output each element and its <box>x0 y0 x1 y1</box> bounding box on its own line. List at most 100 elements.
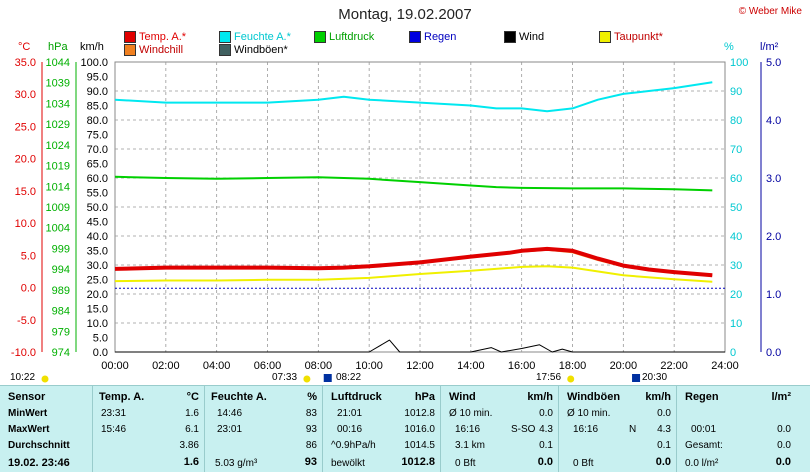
x-tick-label: 20:00 <box>610 360 638 372</box>
humidity-tick-label: 80 <box>730 115 742 127</box>
series-line-temp-a <box>114 246 713 278</box>
humidity-header: Feuchte A. <box>211 391 267 403</box>
wind-tick-label: 30.0 <box>87 260 108 272</box>
gusts-max-direction: N <box>629 424 637 435</box>
sensor-row-min: MinWert <box>8 408 48 419</box>
humidity-unit-label: % <box>724 41 734 53</box>
gusts-max-value: 4.3 <box>657 424 671 435</box>
temp-current-value: 1.6 <box>183 456 199 468</box>
gusts-header: Windböen <box>567 391 621 403</box>
pressure-tick-label: 994 <box>52 264 70 276</box>
pressure-max-value: 1016.0 <box>404 424 435 435</box>
legend-swatch <box>409 31 421 43</box>
humidity-current-value: 93 <box>304 456 317 468</box>
temp-tick-label: 35.0 <box>15 57 36 69</box>
pressure-tick-label: 1004 <box>46 223 70 235</box>
humidity-tick-label: 10 <box>730 318 742 330</box>
legend-humidity: Feuchte A.* <box>219 31 291 43</box>
wind-tick-label: 20.0 <box>87 289 108 301</box>
wind-column: Wind km/h Ø 10 min. 0.0 16:16 S-SO 4.3 3… <box>440 386 559 472</box>
rain-column: Regen l/m² 00:01 0.0 Gesamt: 0.0 0.0 l/m… <box>676 386 797 472</box>
legend-swatch <box>504 31 516 43</box>
rain-max-value: 0.0 <box>777 424 791 435</box>
temp-avg-value: 3.86 <box>179 440 199 451</box>
humidity-min-time: 14:46 <box>217 408 243 419</box>
pressure-max-time: 00:16 <box>337 424 363 435</box>
legend-swatch <box>124 44 136 56</box>
pressure-tick-label: 979 <box>52 326 70 338</box>
legend-swatch <box>219 31 231 43</box>
temp-min-value: 1.6 <box>185 408 199 419</box>
wind-header: Wind <box>449 391 476 403</box>
x-tick-label: 02:00 <box>152 360 180 372</box>
rain-total-value: 0.0 <box>777 440 791 451</box>
temp-tick-label: 5.0 <box>21 250 36 262</box>
wind-max-value: 4.3 <box>539 424 553 435</box>
humidity-tick-label: 70 <box>730 144 742 156</box>
temp-max-value: 6.1 <box>185 424 199 435</box>
rain-header: Regen <box>685 391 719 403</box>
temp-tick-label: 0.0 <box>21 283 36 295</box>
humidity-tick-label: 40 <box>730 231 742 243</box>
wind-tick-label: 10.0 <box>87 318 108 330</box>
pressure-column: Luftdruck hPa 21:01 1012.8 00:16 1016.0 … <box>322 386 441 472</box>
sunrise-time: 07:33 <box>272 372 298 383</box>
series-line-feuchte-a <box>114 81 713 113</box>
temp-tick-label: 30.0 <box>15 89 36 101</box>
x-tick-label: 14:00 <box>457 360 485 372</box>
pressure-tick-label: 1009 <box>46 202 70 214</box>
rain-tick-label: 1.0 <box>766 289 781 301</box>
x-tick-label: 22:00 <box>660 360 688 372</box>
sunset-icon <box>567 375 575 383</box>
wind-avg-label: Ø 10 min. <box>449 408 493 419</box>
legend-dewpoint: Taupunkt* <box>599 31 663 43</box>
wind-tick-label: 65.0 <box>87 159 108 171</box>
moonset-icon <box>632 374 641 382</box>
brand-label: © Weber Mike <box>738 6 802 17</box>
rain-tick-label: 5.0 <box>766 57 781 69</box>
statistics-table: Sensor MinWert MaxWert Durchschnitt 19.0… <box>0 385 810 472</box>
wind-tick-label: 5.0 <box>93 333 108 345</box>
gusts-avg-day-value: 0.1 <box>657 440 671 451</box>
time-markers <box>41 374 641 383</box>
gusts-beaufort: 0 Bft <box>573 458 594 469</box>
x-tick-label: 06:00 <box>254 360 282 372</box>
temp-max-time: 15:46 <box>101 424 127 435</box>
legend-windchill: Windchill <box>124 44 183 56</box>
sensor-header: Sensor <box>8 391 46 403</box>
humidity-avg-value: 86 <box>305 440 317 451</box>
rain-tick-label: 2.0 <box>766 231 781 243</box>
humidity-absolute: 5.03 g/m³ <box>215 458 258 469</box>
gusts-current-value: 0.0 <box>655 456 671 468</box>
humidity-min-value: 83 <box>305 408 317 419</box>
wind-unit-label: km/h <box>80 41 104 53</box>
wind-run: 3.1 km <box>455 440 486 451</box>
legend-gusts: Windböen* <box>219 44 288 56</box>
pressure-current-value: 1012.8 <box>401 456 435 468</box>
humidity-max-value: 93 <box>305 424 317 435</box>
x-tick-label: 24:00 <box>711 360 739 372</box>
rain-max-time: 00:01 <box>691 424 717 435</box>
pressure-tick-label: 999 <box>52 243 70 255</box>
sunset-time: 17:56 <box>536 372 562 383</box>
wind-max-time: 16:16 <box>455 424 481 435</box>
chart-series <box>114 81 725 353</box>
humidity-tick-label: 20 <box>730 289 742 301</box>
rain-total-label: Gesamt: <box>685 440 723 451</box>
sunrise-icon <box>303 375 311 383</box>
temp-header: Temp. A. <box>99 391 145 403</box>
gusts-avg-label: Ø 10 min. <box>567 408 611 419</box>
wind-beaufort: 0 Bft <box>455 458 476 469</box>
gusts-unit: km/h <box>645 391 671 403</box>
chart-title: Montag, 19.02.2007 <box>338 6 472 23</box>
wind-tick-label: 25.0 <box>87 275 108 287</box>
humidity-tick-label: 100 <box>730 57 748 69</box>
temp-tick-label: 15.0 <box>15 186 36 198</box>
temp-tick-label: -10.0 <box>11 347 36 359</box>
humidity-tick-label: 50 <box>730 202 742 214</box>
legend-rain: Regen <box>409 31 456 43</box>
humidity-max-time: 23:01 <box>217 424 243 435</box>
wind-tick-label: 70.0 <box>87 144 108 156</box>
series-line-luftdruck <box>114 175 713 192</box>
pressure-min-time: 21:01 <box>337 408 363 419</box>
